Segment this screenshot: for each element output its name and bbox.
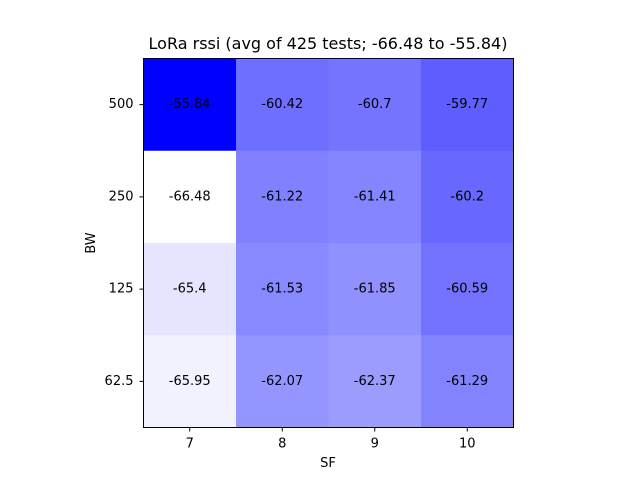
cell-value-label: -61.29 <box>446 374 488 389</box>
heatmap-cell <box>421 335 514 428</box>
heatmap-cell <box>328 58 422 152</box>
cell-value-label: -61.22 <box>261 189 303 204</box>
cell-value-label: -61.53 <box>261 282 303 297</box>
heatmap-cell <box>421 243 514 336</box>
heatmap-cell <box>328 335 422 428</box>
x-axis-label: SF <box>320 456 336 471</box>
heatmap-cell <box>236 243 329 336</box>
heatmap-cell <box>328 150 422 244</box>
y-tick-label: 62.5 <box>105 374 134 389</box>
heatmap-cell <box>143 243 237 336</box>
cell-value-label: -60.42 <box>261 97 303 112</box>
chart-title: LoRa rssi (avg of 425 tests; -66.48 to -… <box>149 34 508 53</box>
heatmap-cell <box>421 58 514 152</box>
heatmap-cell <box>236 150 329 244</box>
heatmap-cell <box>236 58 329 152</box>
cell-value-label: -60.2 <box>450 189 484 204</box>
y-tick-label: 250 <box>109 189 134 204</box>
cell-value-label: -62.37 <box>354 374 396 389</box>
y-tick-label: 500 <box>109 97 134 112</box>
heatmap-cell <box>328 243 422 336</box>
heatmap-cell <box>143 335 237 428</box>
cell-value-label: -62.07 <box>261 374 303 389</box>
cell-value-label: -66.48 <box>169 189 211 204</box>
cell-value-label: -55.84 <box>169 97 211 112</box>
x-axis-ticks: 7 8 9 10 <box>186 427 476 452</box>
cell-value-label: -61.85 <box>354 282 396 297</box>
cell-value-label: -59.77 <box>446 97 488 112</box>
cell-value-label: -65.95 <box>169 374 211 389</box>
cell-value-label: -60.59 <box>446 282 488 297</box>
cell-value-label: -60.7 <box>358 97 392 112</box>
y-tick-label: 125 <box>109 282 134 297</box>
y-axis-label: BW <box>84 232 99 253</box>
x-tick-label: 7 <box>186 437 194 452</box>
heatmap-cell <box>236 335 329 428</box>
heatmap-cell <box>143 58 237 152</box>
heatmap-cells <box>143 58 514 428</box>
heatmap-cell <box>143 150 237 244</box>
cell-value-label: -65.4 <box>173 282 207 297</box>
heatmap-cell <box>421 150 514 244</box>
x-tick-label: 10 <box>459 437 476 452</box>
y-axis-ticks: 500 250 125 62.5 <box>105 97 144 389</box>
cell-value-label: -61.41 <box>354 189 396 204</box>
x-tick-label: 9 <box>371 437 379 452</box>
plot-frame <box>143 58 514 428</box>
heatmap-cell-labels: -55.84 -60.42 -60.7 -59.77 -66.48 -61.22 -61.4… <box>169 97 488 389</box>
x-tick-label: 8 <box>278 437 286 452</box>
